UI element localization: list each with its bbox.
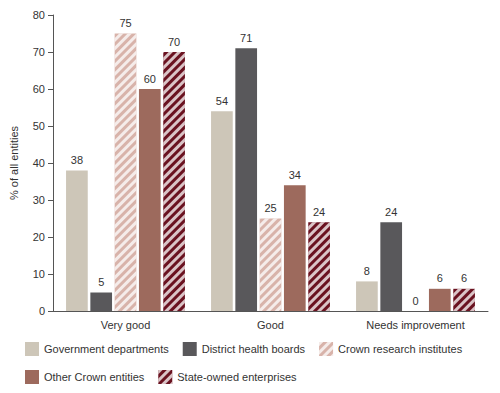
svg-text:20: 20 xyxy=(33,231,45,243)
svg-text:70: 70 xyxy=(33,46,45,58)
svg-text:24: 24 xyxy=(385,206,397,218)
svg-text:0: 0 xyxy=(412,295,418,307)
svg-text:71: 71 xyxy=(240,32,252,44)
svg-text:24: 24 xyxy=(313,206,325,218)
svg-text:6: 6 xyxy=(461,272,467,284)
svg-text:0: 0 xyxy=(39,305,45,317)
svg-text:60: 60 xyxy=(33,83,45,95)
svg-text:75: 75 xyxy=(119,17,131,29)
svg-text:34: 34 xyxy=(289,169,301,181)
svg-text:10: 10 xyxy=(33,268,45,280)
svg-text:38: 38 xyxy=(71,154,83,166)
svg-text:80: 80 xyxy=(33,9,45,21)
svg-text:50: 50 xyxy=(33,120,45,132)
svg-text:Other Crown entities: Other Crown entities xyxy=(44,371,145,383)
svg-text:State-owned enterprises: State-owned enterprises xyxy=(177,371,297,383)
svg-text:5: 5 xyxy=(98,276,104,288)
svg-text:8: 8 xyxy=(364,265,370,277)
svg-text:6: 6 xyxy=(437,272,443,284)
svg-text:30: 30 xyxy=(33,194,45,206)
svg-text:Very good: Very good xyxy=(101,319,151,331)
svg-text:25: 25 xyxy=(264,202,276,214)
svg-text:Good: Good xyxy=(257,319,284,331)
svg-text:70: 70 xyxy=(168,36,180,48)
svg-text:% of all entities: % of all entities xyxy=(8,126,20,200)
svg-text:54: 54 xyxy=(216,95,228,107)
svg-text:60: 60 xyxy=(144,73,156,85)
svg-text:Needs improvement: Needs improvement xyxy=(366,319,464,331)
svg-text:Government departments: Government departments xyxy=(44,343,169,355)
svg-text:District health boards: District health boards xyxy=(202,343,306,355)
svg-text:40: 40 xyxy=(33,157,45,169)
svg-text:Crown research institutes: Crown research institutes xyxy=(338,343,463,355)
